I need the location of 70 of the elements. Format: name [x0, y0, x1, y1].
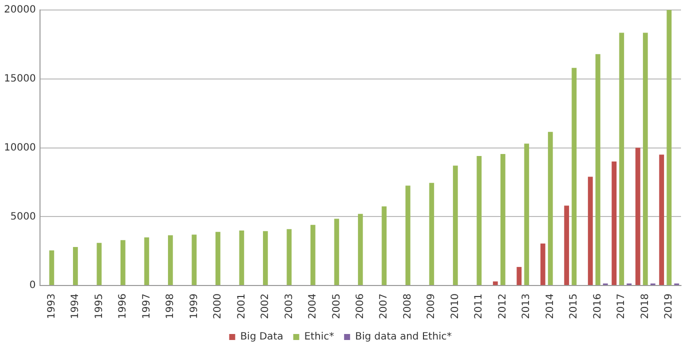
bar	[588, 176, 593, 286]
bar	[96, 242, 102, 286]
bar	[476, 156, 482, 286]
x-tick-label: 2009	[426, 294, 438, 320]
bar	[516, 266, 522, 286]
bar	[405, 186, 410, 286]
bar	[286, 229, 292, 286]
bar	[619, 32, 624, 286]
x-tick-label: 1994	[70, 294, 82, 320]
x-tick-label: 2011	[474, 294, 485, 320]
y-tick-label: 5000	[10, 211, 36, 222]
x-tick-label: 2013	[521, 294, 532, 320]
bar	[382, 206, 387, 286]
bar	[659, 154, 664, 286]
x-tick-label: 2018	[640, 294, 651, 320]
y-tick-label: 15000	[4, 73, 36, 84]
legend-label: Ethic*	[304, 332, 334, 343]
bar	[595, 54, 600, 286]
bar	[429, 182, 434, 286]
bar	[49, 250, 54, 286]
x-tick-label: 2014	[544, 294, 556, 320]
x-tick-label: 2019	[664, 294, 675, 320]
x-tick-label: 2016	[592, 294, 604, 320]
x-tick-label: 2012	[497, 294, 508, 320]
x-tick-label: 2004	[308, 294, 319, 320]
y-tick-label: 0	[29, 280, 36, 292]
x-tick-label: 1996	[118, 294, 129, 320]
bar	[144, 237, 150, 286]
bar	[168, 235, 173, 286]
y-tick-label: 20000	[4, 4, 36, 16]
x-tick-label: 2015	[568, 294, 580, 320]
legend-label: Big Data	[240, 332, 284, 343]
bar	[548, 132, 553, 286]
bar	[524, 144, 530, 286]
bar	[666, 10, 672, 286]
bar	[120, 240, 126, 286]
x-tick-label: 2010	[450, 294, 461, 320]
bar	[215, 232, 220, 286]
x-tick-label: 1998	[165, 294, 176, 320]
bar	[262, 231, 268, 286]
bar	[310, 224, 316, 286]
y-tick-label: 10000	[4, 142, 36, 154]
bar	[452, 166, 458, 286]
x-tick-label: 2002	[260, 294, 272, 320]
bar	[642, 32, 648, 286]
bar	[358, 214, 363, 286]
x-tick-label: 2017	[616, 294, 628, 320]
x-tick-label: 2007	[378, 294, 390, 320]
x-tick-label: 2005	[331, 294, 342, 320]
legend-label: Big data and Ethic*	[355, 332, 452, 343]
x-tick-label: 2003	[284, 294, 295, 320]
bar	[492, 281, 498, 286]
bar	[612, 162, 617, 286]
bar	[540, 244, 546, 286]
bar	[239, 230, 244, 286]
x-tick-label: 2008	[402, 294, 414, 320]
bar	[72, 246, 78, 286]
bar	[500, 154, 506, 286]
bar	[334, 218, 340, 286]
bar	[635, 148, 640, 286]
bar	[564, 206, 570, 286]
x-tick-label: 1995	[94, 294, 105, 320]
bar	[572, 68, 577, 286]
x-tick-label: 2000	[212, 294, 224, 320]
x-tick-label: 2006	[355, 294, 366, 320]
x-tick-label: 2001	[236, 294, 248, 320]
x-tick-label: 1999	[188, 294, 200, 320]
x-tick-label: 1997	[141, 294, 152, 320]
bar	[192, 234, 197, 286]
x-tick-label: 1993	[46, 294, 58, 320]
